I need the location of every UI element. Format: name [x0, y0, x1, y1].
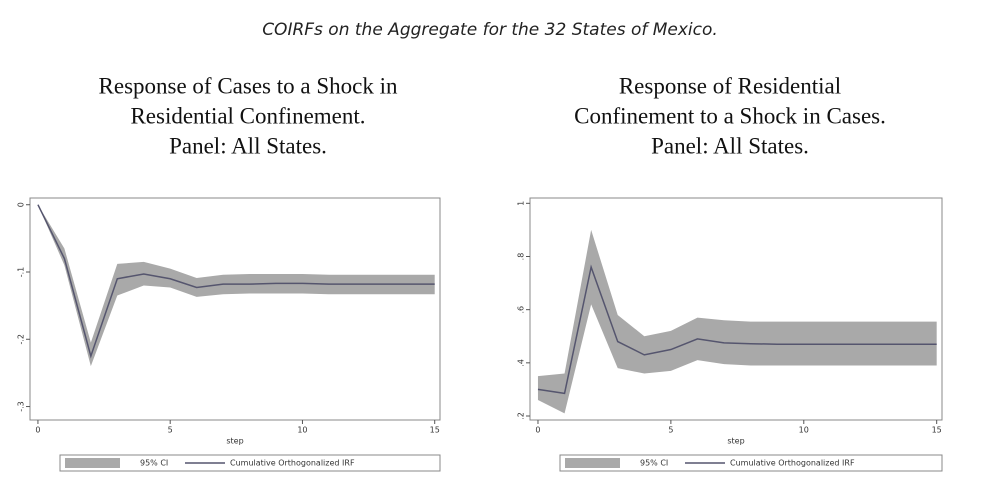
x-tick-label: 10 [799, 426, 809, 435]
x-axis-label: step [226, 437, 243, 446]
y-tick-label: .8 [517, 253, 526, 261]
y-tick-label: .4 [517, 359, 526, 367]
chart-title: Response of Residential [619, 73, 841, 98]
x-tick-label: 15 [932, 426, 942, 435]
plot-frame [529, 197, 943, 421]
y-tick-label: -.2 [17, 334, 26, 345]
legend-swatch [565, 458, 620, 468]
legend-box [559, 454, 943, 472]
legend-swatch [65, 458, 120, 468]
y-tick-label: -.1 [17, 267, 26, 278]
chart-title: Confinement to a Shock in Cases. [574, 103, 886, 128]
chart-title: Residential Confinement. [130, 103, 365, 128]
x-tick-label: 10 [297, 426, 307, 435]
y-tick-label: 1 [517, 201, 526, 206]
x-tick-label: 5 [168, 426, 173, 435]
caption: COIRFs on the Aggregate for the 32 State… [262, 20, 718, 40]
legend-label: 95% CI [140, 459, 168, 468]
y-tick-label: .6 [517, 306, 526, 314]
chart-title: Panel: All States. [169, 133, 327, 158]
plot-frame [29, 197, 441, 421]
legend-label: 95% CI [640, 459, 668, 468]
x-tick-label: 0 [535, 426, 540, 435]
irf-line [37, 204, 435, 359]
x-tick-label: 15 [430, 426, 440, 435]
y-tick-label: -.3 [17, 401, 26, 412]
x-tick-label: 5 [668, 426, 673, 435]
ci-band [37, 204, 435, 367]
chart-title: Response of Cases to a Shock in [99, 73, 398, 98]
chart-title: Panel: All States. [651, 133, 809, 158]
ci-band [537, 229, 937, 414]
legend-label: Cumulative Orthogonalized IRF [230, 459, 355, 468]
legend-label: Cumulative Orthogonalized IRF [730, 459, 855, 468]
x-tick-label: 0 [35, 426, 40, 435]
legend-box [59, 454, 441, 472]
y-tick-label: 0 [17, 202, 26, 207]
y-tick-label: .2 [517, 412, 526, 420]
x-axis-label: step [727, 437, 744, 446]
irf-line [537, 264, 937, 395]
